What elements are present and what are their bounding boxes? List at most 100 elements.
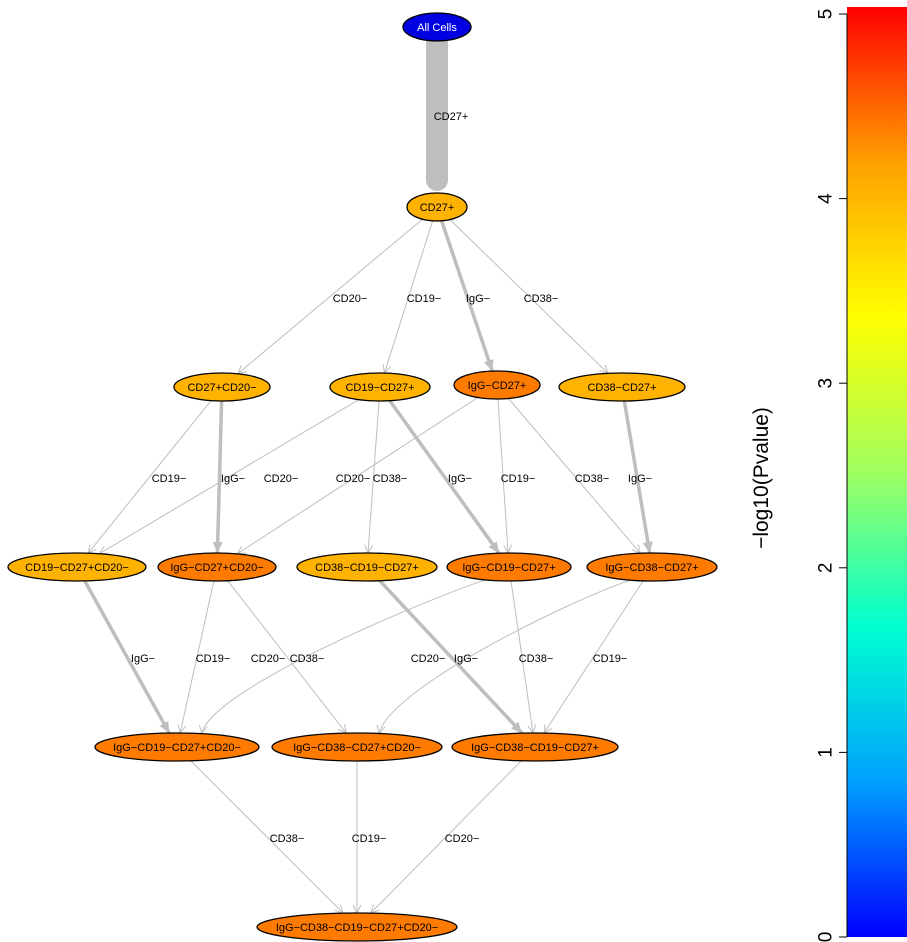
edge-label: CD38− bbox=[519, 653, 554, 665]
edge-label: CD38− bbox=[575, 473, 610, 485]
node-label: IgG−CD38−CD27+ bbox=[605, 562, 698, 574]
colorbar-tick-label: 0 bbox=[816, 932, 837, 942]
node-label: CD27+CD20− bbox=[187, 382, 256, 394]
node-label: IgG−CD27+ bbox=[468, 380, 527, 392]
node-ellipse bbox=[402, 12, 472, 42]
edge-line bbox=[510, 580, 534, 734]
edge-line bbox=[383, 220, 434, 374]
node-label: All Cells bbox=[417, 22, 457, 34]
edge-line bbox=[201, 579, 486, 734]
node-n13: IgG−CD38−CD19−CD27+ bbox=[451, 732, 619, 762]
node-n7: IgG−CD27+CD20− bbox=[157, 552, 277, 582]
colorbar-tick-label: 5 bbox=[816, 9, 837, 20]
edge-label: IgG− bbox=[628, 473, 652, 485]
edge-n3-n9 bbox=[388, 399, 501, 555]
edge-label: CD38− bbox=[290, 653, 325, 665]
edge-label: CD19− bbox=[593, 653, 628, 665]
node-label: IgG−CD38−CD27+CD20− bbox=[293, 742, 421, 754]
node-n4: IgG−CD27+ bbox=[453, 370, 541, 400]
arrowhead bbox=[642, 541, 653, 554]
colorbar-tick-label: 4 bbox=[816, 193, 837, 204]
edge-label: CD20− bbox=[336, 473, 371, 485]
edge-n7-n12 bbox=[227, 580, 347, 734]
edge-label: CD38− bbox=[524, 293, 559, 305]
node-n12: IgG−CD38−CD27+CD20− bbox=[271, 732, 443, 762]
edge-line bbox=[497, 398, 509, 554]
node-label: CD19−CD27+ bbox=[345, 382, 414, 394]
edge-line bbox=[388, 399, 501, 555]
node-ellipse bbox=[558, 372, 686, 402]
edge-label: CD19− bbox=[352, 833, 387, 845]
node-n1: CD27+ bbox=[406, 192, 468, 222]
node-ellipse bbox=[329, 372, 431, 402]
edge-line bbox=[367, 400, 380, 554]
edge-line bbox=[543, 580, 644, 734]
node-n8: CD38−CD19−CD27+ bbox=[296, 552, 438, 582]
edge-line bbox=[378, 579, 524, 735]
node-ellipse bbox=[453, 370, 541, 400]
node-ellipse bbox=[7, 552, 147, 582]
colorbar-title: −log10(Pvalue) bbox=[750, 407, 773, 549]
edge-line bbox=[237, 218, 423, 375]
edge-n1-n4 bbox=[440, 220, 494, 372]
node-n14: IgG−CD38−CD19−CD27+CD20− bbox=[256, 912, 458, 942]
colorbar-tick-label: 1 bbox=[816, 747, 837, 758]
edge-label: CD20− bbox=[333, 293, 368, 305]
edge-label: CD20− bbox=[251, 653, 286, 665]
edge-label: IgG− bbox=[454, 653, 478, 665]
node-ellipse bbox=[94, 732, 260, 762]
edge-label: CD19− bbox=[152, 473, 187, 485]
edge-labels-layer: CD27+CD20− CD19− IgG− CD38−CD19− IgG− CD20− CD… bbox=[131, 111, 652, 845]
edge-line bbox=[508, 398, 641, 554]
edge-line bbox=[440, 220, 494, 372]
edge-line bbox=[378, 579, 631, 734]
edge-label: CD27+ bbox=[434, 111, 469, 123]
arrowhead bbox=[484, 359, 494, 372]
node-ellipse bbox=[173, 372, 271, 402]
edge-line bbox=[83, 580, 171, 734]
edge-n8-n13 bbox=[378, 579, 524, 735]
edge-line bbox=[370, 760, 522, 914]
node-n0: All Cells bbox=[402, 12, 472, 42]
node-ellipse bbox=[446, 552, 572, 582]
node-n10: IgG−CD38−CD27+ bbox=[586, 552, 718, 582]
node-label: CD19−CD27+CD20− bbox=[25, 562, 129, 574]
edge-label: CD20− bbox=[411, 653, 446, 665]
node-n3: CD19−CD27+ bbox=[329, 372, 431, 402]
colorbar-tick-label: 3 bbox=[816, 378, 837, 389]
edge-n1-n2 bbox=[236, 218, 423, 375]
edge-label: CD20− bbox=[445, 833, 480, 845]
node-label: CD27+ bbox=[420, 202, 455, 214]
edge-label: IgG− bbox=[448, 473, 472, 485]
edge-line bbox=[449, 219, 609, 374]
edge-label: CD20− bbox=[264, 473, 299, 485]
node-label: IgG−CD19−CD27+ bbox=[462, 562, 555, 574]
edge-label: CD19− bbox=[196, 653, 231, 665]
colorbar-ticks: 0 1 2 3 4 5 bbox=[816, 9, 848, 942]
edge-line bbox=[622, 400, 652, 554]
arrowhead bbox=[510, 721, 523, 734]
node-n9: IgG−CD19−CD27+ bbox=[446, 552, 572, 582]
edge-line bbox=[190, 760, 344, 914]
edge-line bbox=[87, 400, 212, 554]
edge-n2-n7 bbox=[212, 400, 224, 554]
node-n2: CD27+CD20− bbox=[173, 372, 271, 402]
node-ellipse bbox=[451, 732, 619, 762]
node-ellipse bbox=[256, 912, 458, 942]
node-label: IgG−CD19−CD27+CD20− bbox=[113, 742, 241, 754]
node-ellipse bbox=[296, 552, 438, 582]
node-label: IgG−CD38−CD19−CD27+CD20− bbox=[276, 922, 438, 934]
edge-line bbox=[99, 399, 359, 555]
edge-n6-n11 bbox=[83, 580, 171, 734]
node-label: CD38−CD19−CD27+ bbox=[315, 562, 419, 574]
arrowhead bbox=[159, 721, 170, 734]
edge-label: IgG− bbox=[131, 653, 155, 665]
edge-label: CD19− bbox=[407, 293, 442, 305]
colorbar-tick-label: 2 bbox=[816, 563, 837, 574]
node-label: IgG−CD38−CD19−CD27+ bbox=[471, 742, 599, 754]
arrowhead bbox=[488, 541, 500, 554]
node-n11: IgG−CD19−CD27+CD20− bbox=[94, 732, 260, 762]
edge-line bbox=[227, 580, 347, 734]
